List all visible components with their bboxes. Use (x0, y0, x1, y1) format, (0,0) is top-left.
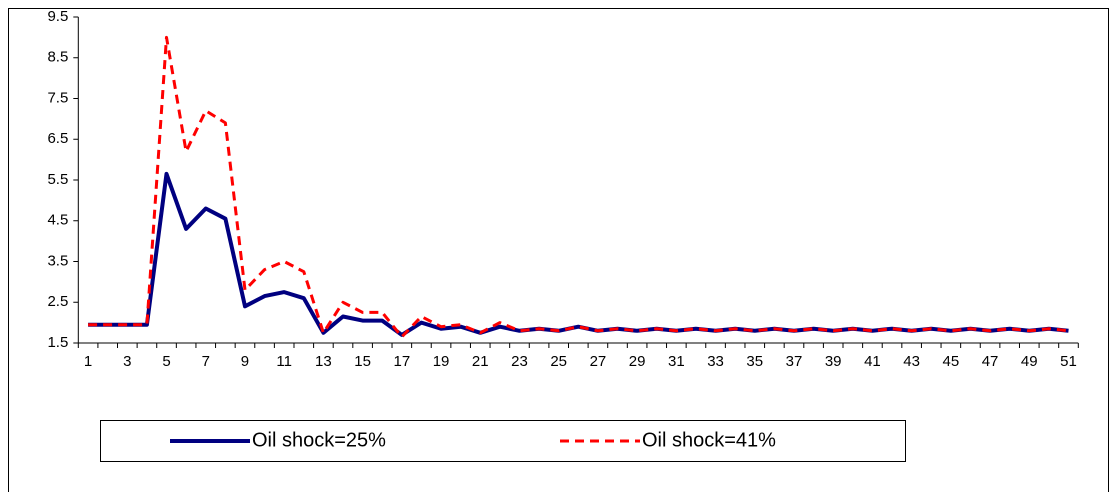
chart-frame (8, 8, 1109, 492)
y-tick-label: 7.5 (47, 89, 68, 106)
y-tick-label: 5.5 (47, 171, 68, 188)
x-tick-label: 25 (550, 353, 567, 370)
x-tick-label: 49 (1021, 353, 1038, 370)
x-tick-label: 47 (982, 353, 999, 370)
y-tick-label: 2.5 (47, 293, 68, 310)
x-tick-label: 37 (786, 353, 803, 370)
legend-label: Oil shock=25% (252, 429, 386, 451)
series-line (88, 171, 1069, 337)
x-tick-label: 1 (84, 353, 92, 370)
x-tick-label: 13 (315, 353, 332, 370)
x-tick-label: 9 (241, 353, 249, 370)
y-tick-label: 1.5 (47, 334, 68, 351)
x-tick-label: 33 (707, 353, 724, 370)
x-tick-label: 7 (202, 353, 210, 370)
x-tick-label: 17 (393, 353, 410, 370)
y-tick-label: 9.5 (47, 8, 68, 25)
x-tick-label: 51 (1060, 353, 1077, 370)
y-tick-label: 4.5 (47, 212, 68, 229)
y-tick-label: 6.5 (47, 130, 68, 147)
x-tick-label: 45 (943, 353, 960, 370)
x-tick-label: 31 (668, 353, 685, 370)
x-tick-label: 27 (590, 353, 607, 370)
y-tick-label: 8.5 (47, 49, 68, 66)
y-tick-label: 3.5 (47, 252, 68, 269)
legend-label: Oil shock=41% (642, 429, 776, 451)
x-tick-label: 11 (276, 353, 292, 370)
series-line (88, 35, 1069, 339)
x-tick-label: 29 (629, 353, 646, 370)
x-tick-label: 3 (123, 353, 131, 370)
x-tick-label: 19 (433, 353, 450, 370)
x-tick-label: 15 (354, 353, 371, 370)
x-tick-label: 23 (511, 353, 528, 370)
x-tick-label: 21 (472, 353, 489, 370)
x-tick-label: 39 (825, 353, 842, 370)
x-tick-label: 41 (864, 353, 881, 370)
x-tick-label: 35 (746, 353, 763, 370)
x-tick-label: 5 (162, 353, 170, 370)
x-tick-label: 43 (903, 353, 920, 370)
